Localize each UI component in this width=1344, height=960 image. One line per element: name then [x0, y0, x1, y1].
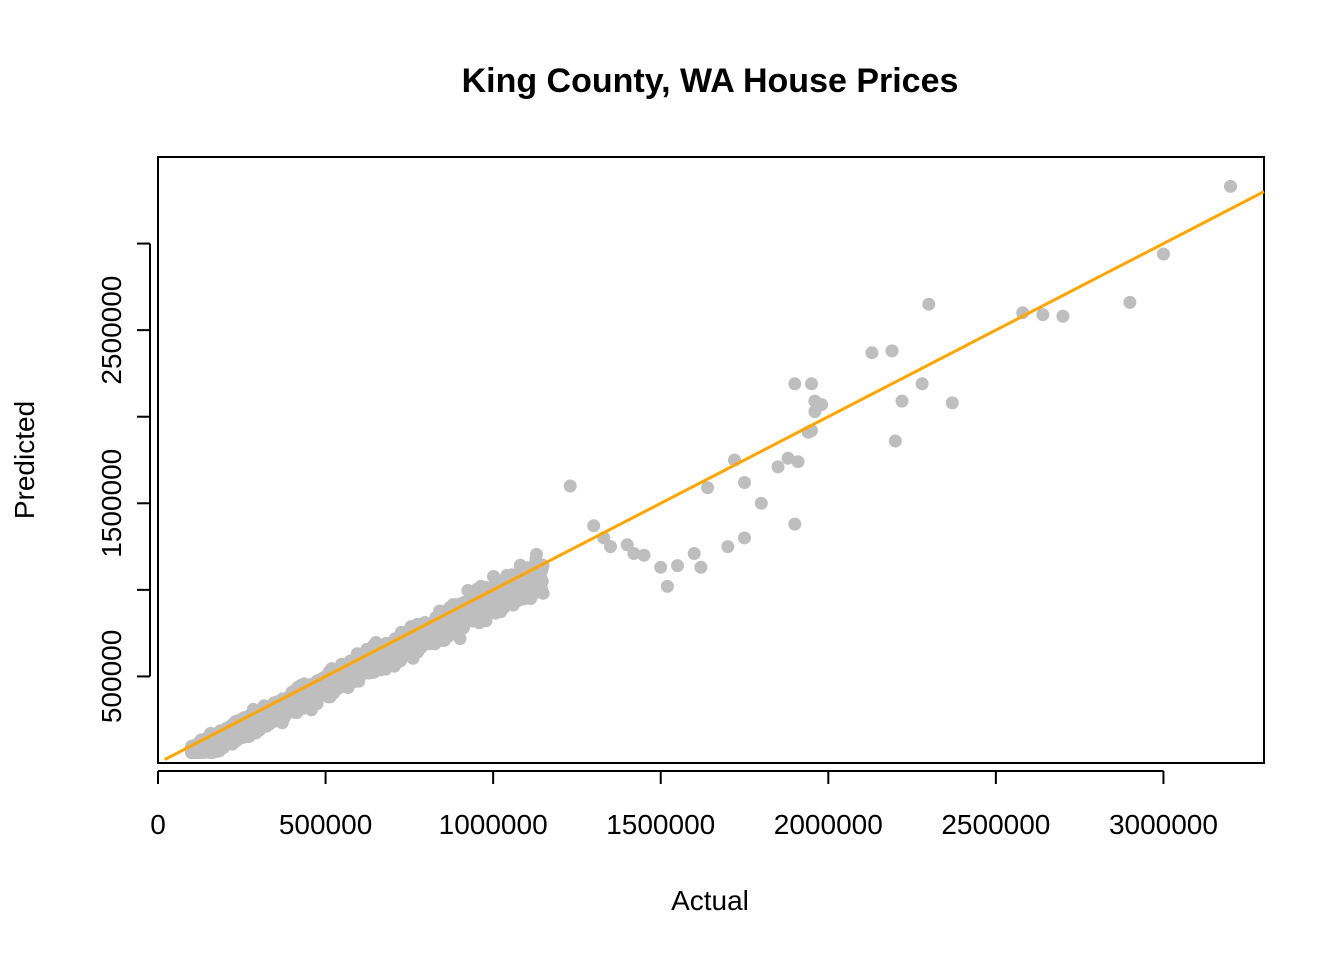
data-point	[627, 547, 641, 560]
data-point	[660, 579, 674, 593]
data-point	[888, 434, 902, 448]
x-axis-label: Actual	[671, 885, 749, 916]
data-point	[945, 396, 959, 410]
data-point	[788, 517, 802, 531]
data-point	[528, 568, 542, 582]
data-point	[637, 548, 651, 562]
data-point	[788, 377, 802, 391]
data-point	[436, 630, 450, 644]
plot-frame	[157, 156, 1265, 764]
data-point	[771, 460, 785, 474]
data-point	[1224, 179, 1237, 193]
data-point	[671, 559, 684, 573]
y-tick-label: 1500000	[96, 449, 127, 558]
data-point	[885, 344, 899, 358]
data-point	[1157, 247, 1170, 261]
data-point	[915, 377, 929, 391]
data-point	[754, 496, 768, 510]
x-tick-label: 0	[150, 809, 166, 840]
data-point	[805, 377, 818, 391]
data-point	[453, 632, 467, 646]
y-tick-label: 500000	[96, 630, 127, 723]
data-point	[248, 713, 261, 727]
data-point	[290, 706, 304, 719]
data-point	[500, 568, 514, 582]
data-point	[865, 346, 879, 360]
data-point	[694, 560, 708, 574]
data-point	[654, 560, 668, 574]
data-point	[387, 653, 401, 667]
data-point	[487, 570, 500, 583]
data-point	[491, 594, 505, 607]
x-tick-label: 2500000	[941, 809, 1050, 840]
data-points	[185, 179, 1237, 760]
data-point	[459, 613, 472, 627]
y-tick-label: 2500000	[96, 276, 127, 385]
data-point	[895, 394, 909, 408]
data-point	[317, 688, 331, 701]
chart-title: King County, WA House Prices	[462, 62, 959, 100]
x-tick-label: 2000000	[774, 809, 883, 840]
data-point	[791, 455, 805, 469]
data-point	[1056, 309, 1070, 323]
data-point	[224, 730, 238, 744]
data-point	[563, 479, 577, 493]
y-axis-label: Predicted	[9, 401, 40, 519]
x-tick-label: 3000000	[1109, 809, 1218, 840]
data-point	[1123, 295, 1137, 309]
data-point	[402, 634, 416, 648]
x-tick-label: 1000000	[439, 809, 548, 840]
data-point	[808, 394, 822, 408]
data-point	[1036, 308, 1050, 322]
data-point	[738, 476, 751, 489]
data-point	[781, 451, 795, 465]
data-point	[504, 584, 518, 598]
data-point	[687, 547, 701, 560]
data-point	[530, 547, 543, 561]
data-point	[437, 618, 451, 632]
data-point	[922, 297, 936, 311]
y-axis: 500000 1500000 2500000	[96, 242, 151, 723]
data-point	[604, 540, 617, 554]
data-point	[721, 540, 735, 554]
data-point	[369, 636, 383, 649]
x-axis: 0 500000 1000000 1500000 2000000 2500000 30000…	[150, 770, 1218, 840]
x-tick-label: 500000	[279, 809, 372, 840]
x-tick-label: 1500000	[606, 809, 715, 840]
data-point	[701, 481, 715, 495]
data-point	[587, 519, 601, 533]
data-point	[514, 578, 528, 592]
identity-reference-line	[164, 190, 1265, 761]
data-point	[738, 531, 751, 545]
